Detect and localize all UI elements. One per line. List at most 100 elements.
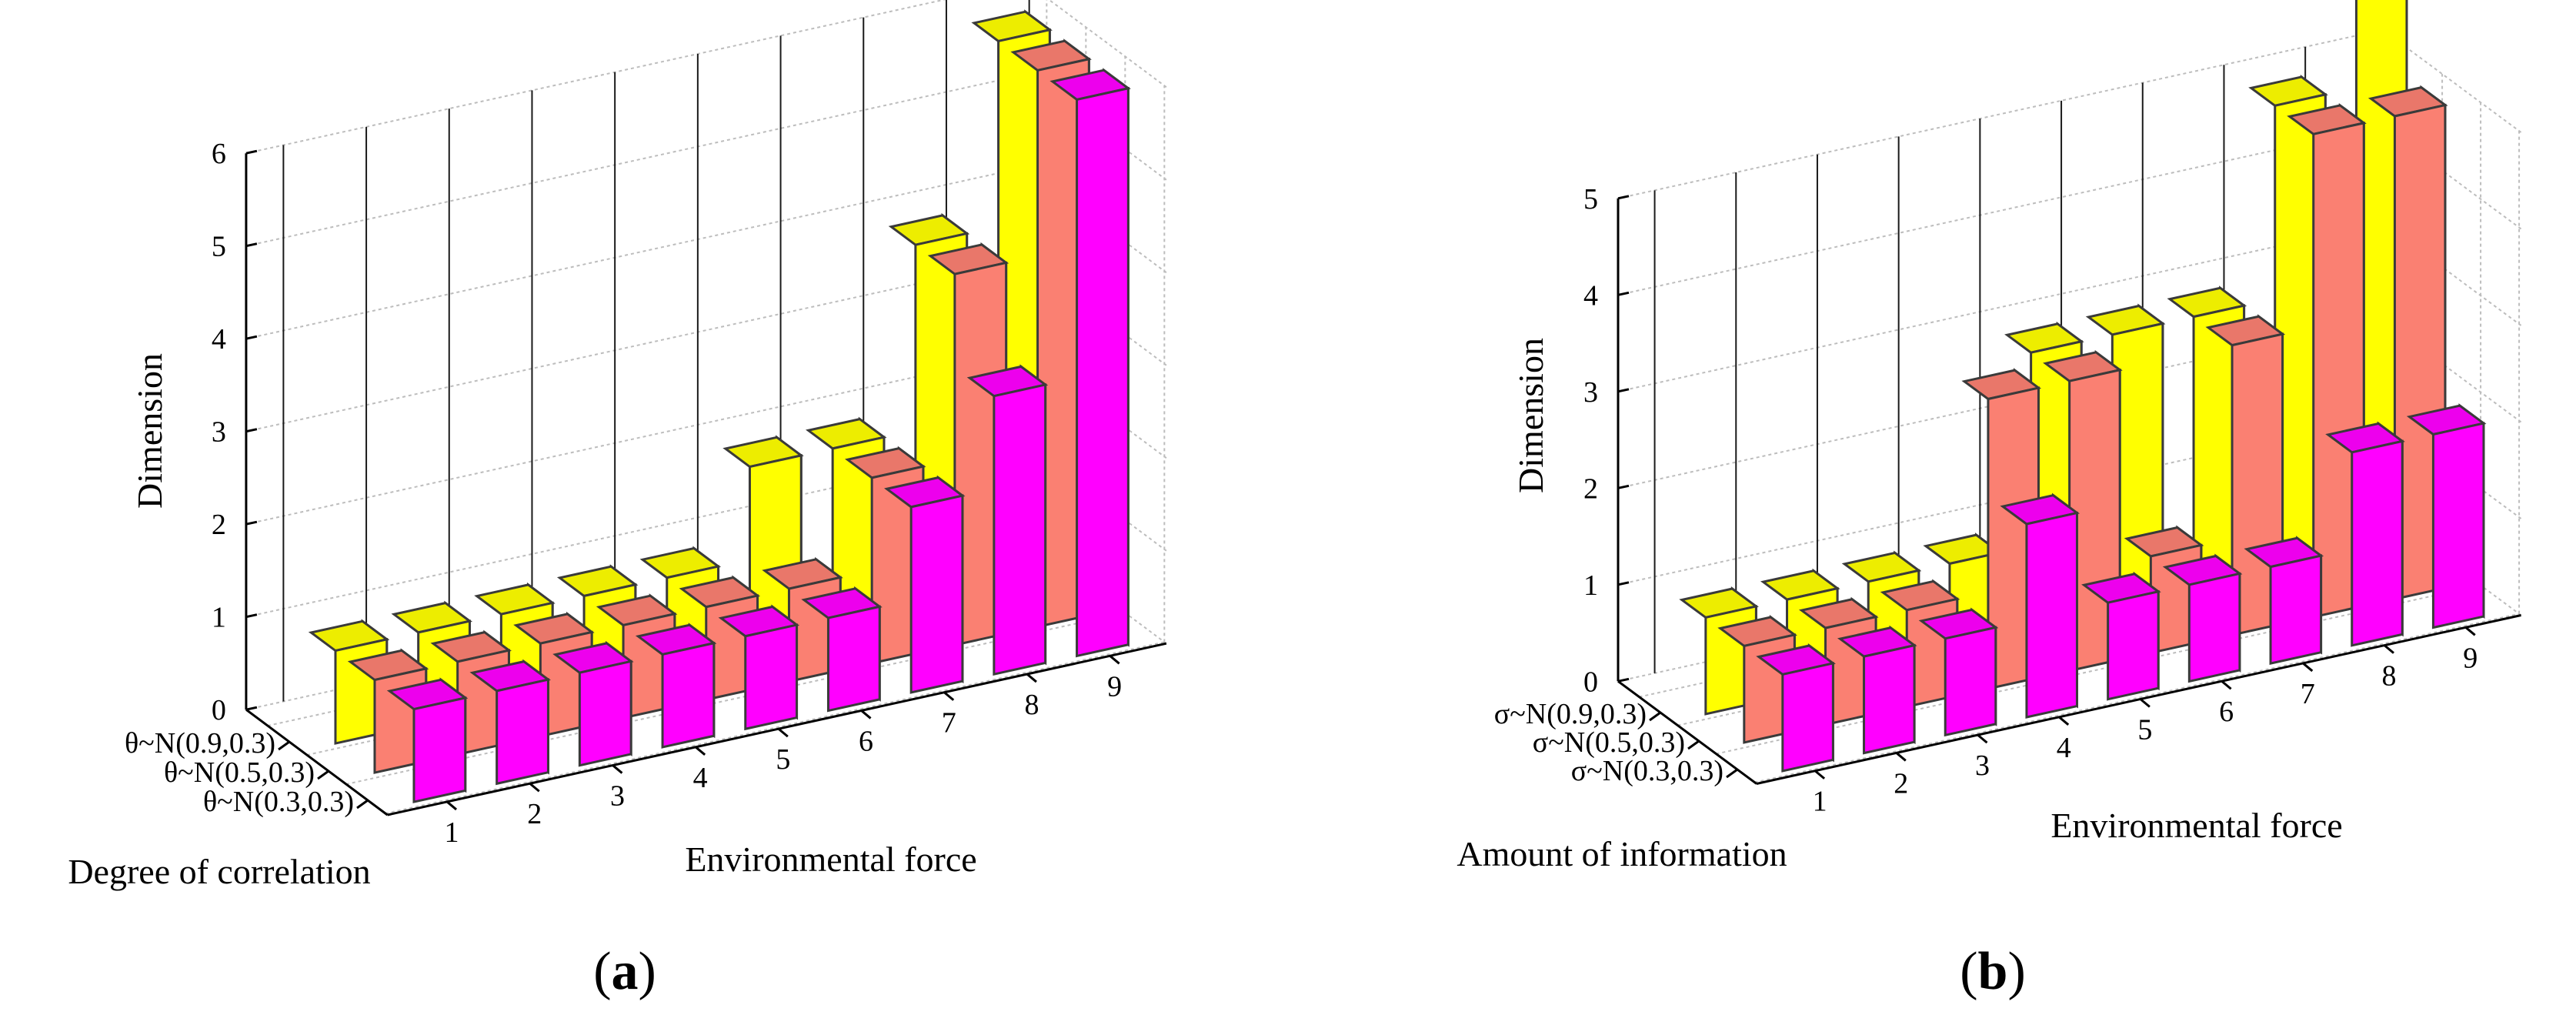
y-tick-label: σ~N(0.5,0.3) <box>1533 726 1685 759</box>
x-tick <box>1895 752 1907 762</box>
bar <box>884 475 966 694</box>
bar-front <box>1863 643 1916 755</box>
x-tick-label: 6 <box>859 725 873 757</box>
y-axis <box>1617 680 1757 785</box>
grid-line <box>1754 613 2520 783</box>
bar-front <box>1781 662 1834 773</box>
z-tick-label: 3 <box>1583 376 1598 409</box>
z-tick <box>1617 581 1630 586</box>
y-axis <box>245 708 389 816</box>
grid-line <box>1617 125 2383 296</box>
bar-front <box>661 641 716 749</box>
grid-line <box>1617 222 2383 392</box>
panel-label-b: (b) <box>1960 942 2026 1001</box>
z-tick <box>245 428 258 433</box>
labels-a: 0 1 2 3 4 5 6 1 2 3 4 5 6 7 8 9 θ~N(0.9,0.3)θ~N(0.5,0.3)… <box>125 138 1122 849</box>
x-tick <box>943 691 955 701</box>
x-tick-label: 7 <box>942 707 956 740</box>
z-tick-label: 1 <box>212 602 226 634</box>
grid-line <box>245 0 946 155</box>
grid-line <box>1617 319 2383 489</box>
bar <box>552 640 634 767</box>
z-tick <box>1617 291 1630 296</box>
x-tick <box>2058 716 2070 726</box>
grid-line <box>1617 415 2383 586</box>
x-tick <box>2302 662 2314 673</box>
x-tick <box>2464 626 2476 636</box>
bar-front <box>2351 439 2404 647</box>
x-tick <box>1109 655 1120 665</box>
bar <box>718 604 800 731</box>
y-tick-label: θ~N(0.3,0.3) <box>203 786 354 818</box>
x-tick <box>860 709 872 720</box>
grid-line <box>1617 28 2383 199</box>
bar <box>1837 625 1917 755</box>
bar <box>635 623 717 749</box>
bar-front <box>578 659 632 767</box>
x-tick-label: 5 <box>2137 714 2152 746</box>
x-tick <box>1977 733 1988 744</box>
y-tick-label: θ~N(0.9,0.3) <box>125 727 275 760</box>
x-tick-label: 5 <box>776 743 790 776</box>
grid-line <box>245 166 1026 340</box>
x-tick <box>777 727 789 738</box>
y-tick <box>1649 711 1661 722</box>
chart-panel-a: 0 1 2 3 4 5 6 1 2 3 4 5 6 7 8 9 θ~N(0.9,0.3)θ~N(0.5,0.3)… <box>68 0 1167 1001</box>
bar-front <box>496 678 549 786</box>
bar <box>2081 571 2161 701</box>
z-tick <box>1617 388 1630 393</box>
y-tick <box>278 740 290 751</box>
x-tick <box>446 800 458 811</box>
z-tick-label: 1 <box>1583 569 1598 602</box>
bar <box>1049 68 1131 658</box>
y-tick <box>1687 740 1700 750</box>
x-tick-label: 1 <box>1813 786 1827 818</box>
grid-line <box>1716 584 2481 755</box>
x-tick-label: 6 <box>2219 696 2234 728</box>
labels-b: 0 1 2 3 4 5 1 2 3 4 5 6 7 8 9 σ~N(0.9,0.3)σ~N(0.5,0.3)σ… <box>1494 183 2478 818</box>
x-tick-label: 2 <box>527 798 542 830</box>
z-tick-label: 0 <box>1583 666 1598 698</box>
z-tick-label: 4 <box>1583 279 1598 312</box>
z-tick <box>1617 195 1630 200</box>
x-tick-label: 4 <box>2057 732 2071 764</box>
bar <box>386 677 469 803</box>
y-tick <box>1726 768 1738 779</box>
x-tick-label: 1 <box>445 816 459 849</box>
z-tick <box>245 335 258 340</box>
bar-front <box>744 623 799 731</box>
z-tick-label: 2 <box>1583 472 1598 505</box>
z-tick-label: 0 <box>212 694 226 726</box>
xlabel-b: Environmental force <box>2050 806 2342 845</box>
bars-a <box>308 9 1131 803</box>
bar-front <box>2025 511 2078 719</box>
z-tick-label: 6 <box>212 138 226 170</box>
bar <box>2244 536 2324 665</box>
z-tick <box>245 520 258 526</box>
x-tick <box>2221 680 2232 690</box>
bar-front <box>1076 86 1130 658</box>
x-tick-label: 9 <box>1107 670 1122 703</box>
bar-front <box>2431 422 2485 629</box>
bar-front <box>412 696 467 803</box>
x-tick <box>2384 644 2394 654</box>
z-tick-label: 2 <box>212 509 226 541</box>
bar-front <box>993 383 1047 676</box>
bar <box>801 586 883 713</box>
y-tick <box>317 770 329 780</box>
x-tick <box>529 783 540 793</box>
panel-label-a: (a) <box>593 942 656 1001</box>
z-tick-label: 3 <box>212 416 226 449</box>
zlabel-a: Dimension <box>130 353 169 509</box>
grid-line <box>1048 0 1167 88</box>
axes-b <box>1617 195 2521 785</box>
z-tick <box>1617 677 1630 683</box>
z-tick <box>245 613 258 619</box>
x-tick-label: 2 <box>1894 767 1908 800</box>
x-tick-label: 3 <box>610 780 625 813</box>
x-axis <box>387 642 1167 816</box>
x-axis <box>1756 614 2521 785</box>
x-tick <box>1026 673 1037 683</box>
bar-front <box>2107 589 2160 701</box>
x-tick-label: 8 <box>1024 689 1039 721</box>
